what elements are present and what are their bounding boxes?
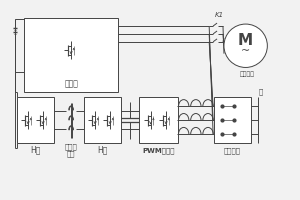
Text: 电网接口: 电网接口 [224,147,241,154]
Bar [84,97,122,143]
Bar [139,97,178,143]
Bar [17,97,54,143]
Text: 拥: 拥 [259,88,263,95]
Text: 逆变器: 逆变器 [64,80,78,89]
Circle shape [224,24,267,67]
Bar [24,18,118,92]
Text: H桥: H桥 [98,146,108,155]
Bar [214,97,250,143]
Text: PWM整流器: PWM整流器 [142,147,175,154]
Text: 驱动电机: 驱动电机 [240,71,255,77]
Text: 高频变
压器: 高频变 压器 [65,143,77,157]
Text: K1: K1 [214,12,224,18]
Text: M: M [238,33,253,48]
Text: H桥: H桥 [30,146,41,155]
Text: ~: ~ [241,46,250,56]
